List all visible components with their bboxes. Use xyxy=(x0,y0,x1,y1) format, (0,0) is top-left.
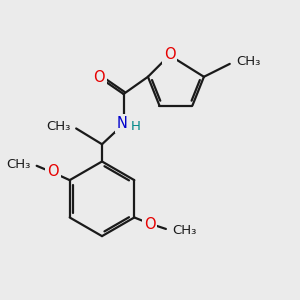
Text: N: N xyxy=(117,116,128,131)
Text: CH₃: CH₃ xyxy=(236,55,260,68)
Text: CH₃: CH₃ xyxy=(172,224,196,237)
Text: CH₃: CH₃ xyxy=(46,120,71,133)
Text: H: H xyxy=(131,120,140,133)
Text: CH₃: CH₃ xyxy=(6,158,30,171)
Text: O: O xyxy=(47,164,59,179)
Text: O: O xyxy=(93,70,105,85)
Text: O: O xyxy=(164,47,175,62)
Text: O: O xyxy=(144,217,155,232)
